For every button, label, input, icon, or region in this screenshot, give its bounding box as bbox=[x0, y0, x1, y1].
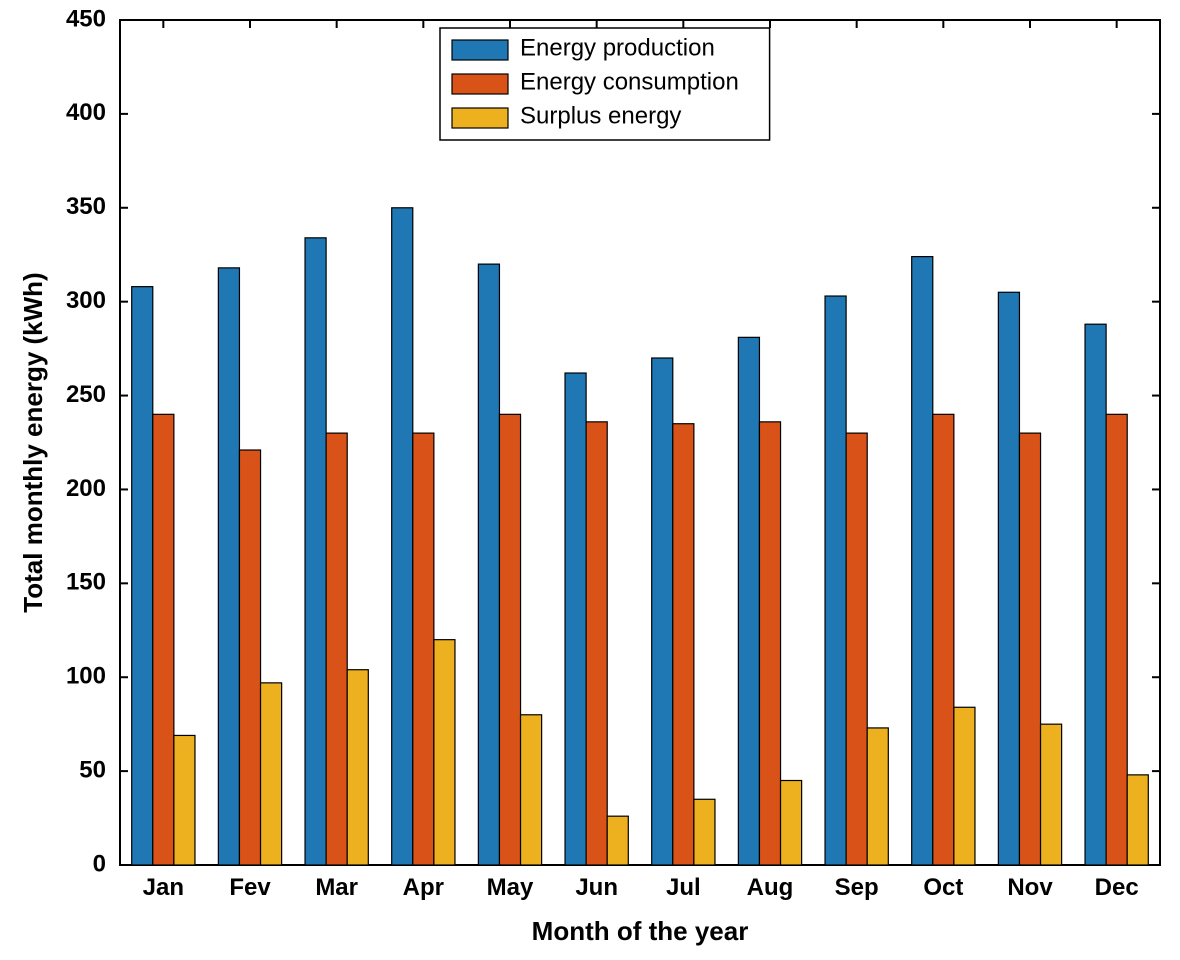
bar bbox=[1085, 324, 1106, 865]
y-tick-label: 100 bbox=[66, 663, 106, 690]
bar bbox=[499, 414, 520, 865]
bar bbox=[586, 422, 607, 865]
bar bbox=[565, 373, 586, 865]
x-tick-label: Sep bbox=[835, 874, 879, 901]
bar bbox=[912, 257, 933, 865]
bar bbox=[781, 781, 802, 866]
y-tick-label: 350 bbox=[66, 193, 106, 220]
bar bbox=[673, 424, 694, 865]
y-tick-label: 200 bbox=[66, 475, 106, 502]
bar bbox=[652, 358, 673, 865]
bar bbox=[413, 433, 434, 865]
bar bbox=[434, 640, 455, 865]
bar bbox=[174, 735, 195, 865]
y-tick-label: 400 bbox=[66, 99, 106, 126]
bar bbox=[954, 707, 975, 865]
bar bbox=[867, 728, 888, 865]
x-tick-label: Dec bbox=[1095, 874, 1139, 901]
bar bbox=[825, 296, 846, 865]
energy-bar-chart: 0 50 100 150 200 250 300 350 400 450 Jan Fev Mar Apr M… bbox=[0, 0, 1180, 960]
x-tick-label: Oct bbox=[923, 874, 963, 901]
bar bbox=[132, 287, 153, 865]
y-tick-label: 300 bbox=[66, 287, 106, 314]
bar bbox=[347, 670, 368, 865]
legend-label: Energy production bbox=[520, 35, 715, 62]
bar bbox=[998, 292, 1019, 865]
bar bbox=[326, 433, 347, 865]
x-tick-label: May bbox=[487, 874, 534, 901]
x-tick-label: Apr bbox=[403, 874, 444, 901]
bar bbox=[392, 208, 413, 865]
bar bbox=[153, 414, 174, 865]
y-axis-label: Total monthly energy (kWh) bbox=[18, 272, 48, 612]
y-tick-label: 450 bbox=[66, 5, 106, 32]
legend-swatch bbox=[452, 74, 508, 94]
x-tick-label: Mar bbox=[315, 874, 358, 901]
legend-swatch bbox=[452, 108, 508, 128]
chart-svg: 0 50 100 150 200 250 300 350 400 450 Jan Fev Mar Apr M… bbox=[0, 0, 1180, 960]
bar bbox=[1041, 724, 1062, 865]
y-tick-label: 50 bbox=[79, 756, 106, 783]
y-tick-label: 250 bbox=[66, 381, 106, 408]
bar bbox=[305, 238, 326, 865]
x-tick-label: Fev bbox=[229, 874, 271, 901]
bar bbox=[694, 799, 715, 865]
bar bbox=[261, 683, 282, 865]
x-tick-label: Aug bbox=[747, 874, 794, 901]
bar bbox=[846, 433, 867, 865]
x-tick-label: Jul bbox=[666, 874, 701, 901]
x-tick-label: Nov bbox=[1007, 874, 1053, 901]
bar bbox=[1106, 414, 1127, 865]
bar bbox=[933, 414, 954, 865]
x-tick-label: Jun bbox=[575, 874, 618, 901]
y-tick-label: 150 bbox=[66, 569, 106, 596]
x-axis-label: Month of the year bbox=[532, 916, 749, 946]
bar bbox=[1127, 775, 1148, 865]
bar bbox=[218, 268, 239, 865]
bar bbox=[759, 422, 780, 865]
bar bbox=[738, 337, 759, 865]
x-tick-label: Jan bbox=[143, 874, 184, 901]
y-tick-label: 0 bbox=[93, 850, 106, 877]
bar bbox=[607, 816, 628, 865]
bar bbox=[478, 264, 499, 865]
bar bbox=[239, 450, 260, 865]
legend-label: Energy consumption bbox=[520, 69, 739, 96]
bar bbox=[1019, 433, 1040, 865]
legend-swatch bbox=[452, 40, 508, 60]
bar bbox=[521, 715, 542, 865]
legend-label: Surplus energy bbox=[520, 103, 681, 130]
